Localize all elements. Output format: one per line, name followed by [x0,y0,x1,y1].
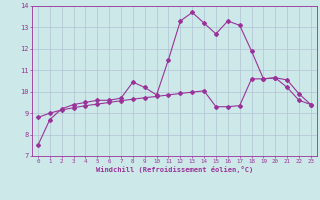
X-axis label: Windchill (Refroidissement éolien,°C): Windchill (Refroidissement éolien,°C) [96,166,253,173]
